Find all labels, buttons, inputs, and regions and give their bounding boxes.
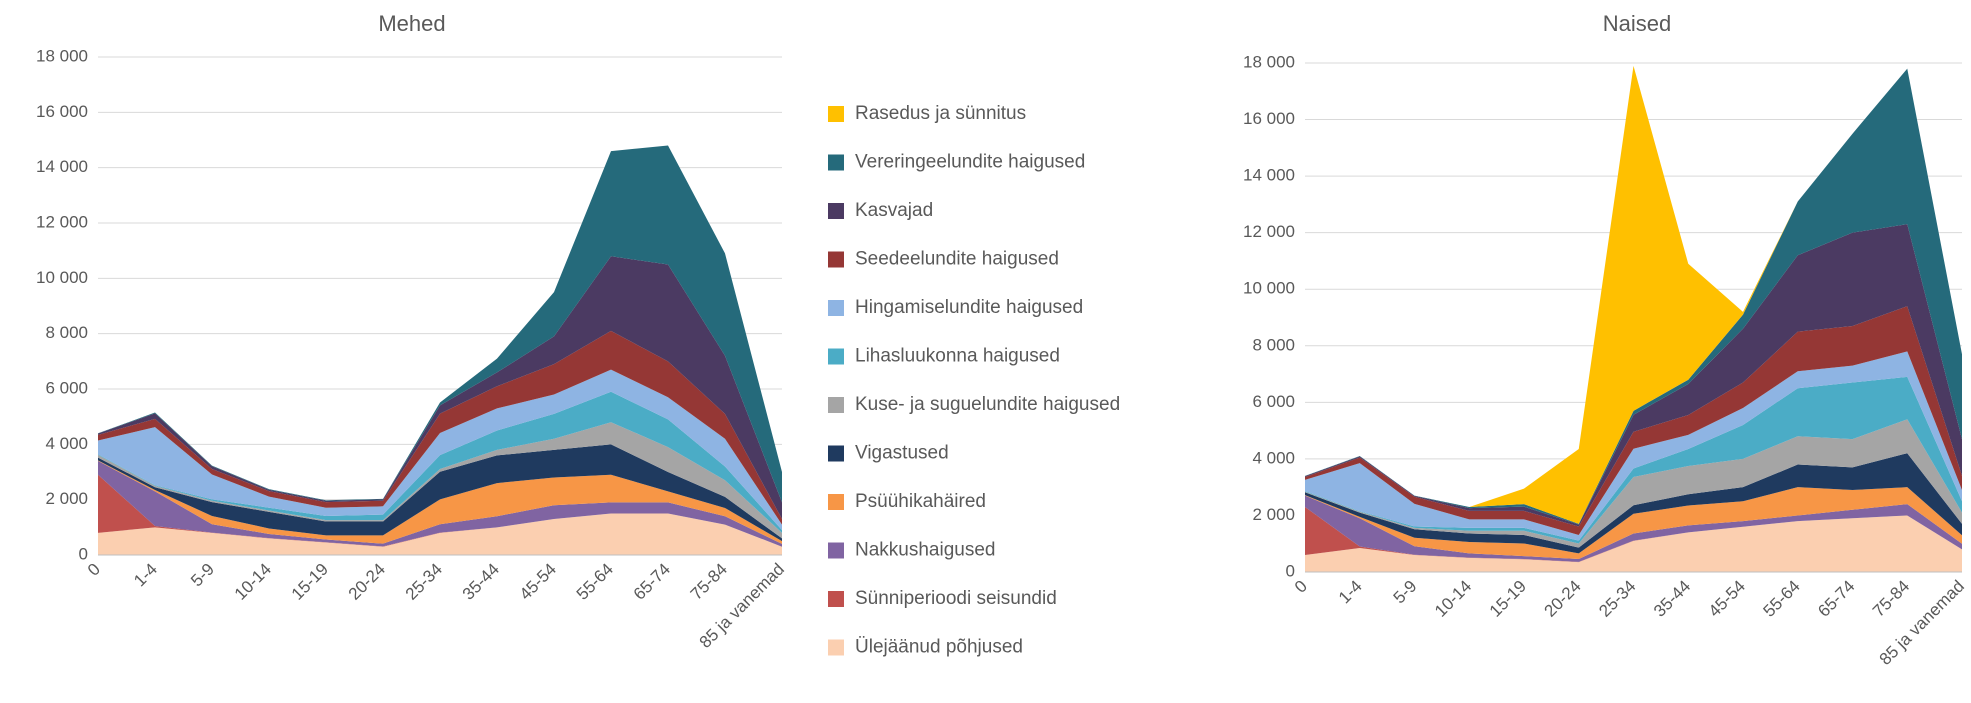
area bbox=[98, 256, 782, 520]
x-tick-label: 45-54 bbox=[516, 560, 560, 604]
x-tick-label: 0 bbox=[1291, 577, 1311, 597]
y-tick-label: 4 000 bbox=[1252, 448, 1295, 467]
area bbox=[98, 460, 782, 547]
x-tick-label: 75-84 bbox=[1869, 577, 1913, 621]
y-tick-label: 2 000 bbox=[45, 489, 88, 508]
x-tick-label: 1-4 bbox=[1335, 577, 1366, 608]
area bbox=[98, 444, 782, 542]
area bbox=[1305, 65, 1962, 524]
area bbox=[98, 369, 782, 531]
y-tick-label: 8 000 bbox=[45, 323, 88, 342]
x-tick-label: 0 bbox=[84, 560, 104, 580]
x-tick-label: 25-34 bbox=[1595, 577, 1639, 621]
y-tick-label: 0 bbox=[1286, 561, 1295, 580]
y-tick-label: 18 000 bbox=[36, 46, 88, 65]
legend-label: Kuse- ja suguelundite haigused bbox=[855, 394, 1120, 415]
area bbox=[1305, 376, 1962, 544]
legend-label: Seedeelundite haigused bbox=[855, 249, 1059, 270]
x-tick-label: 10-14 bbox=[1431, 577, 1475, 621]
legend-swatch bbox=[828, 251, 844, 268]
x-tick-label: 1-4 bbox=[130, 560, 161, 591]
y-tick-label: 16 000 bbox=[36, 102, 88, 121]
x-tick-label: 5-9 bbox=[187, 560, 218, 591]
y-tick-label: 14 000 bbox=[1243, 166, 1295, 185]
area bbox=[1305, 68, 1962, 525]
legend-label: Vigastused bbox=[855, 443, 949, 464]
legend-label: Psüühikahäired bbox=[855, 491, 986, 512]
x-tick-label: 55-64 bbox=[573, 560, 617, 604]
x-tick-label: 65-74 bbox=[1814, 577, 1858, 621]
area bbox=[98, 330, 782, 525]
y-tick-label: 6 000 bbox=[45, 378, 88, 397]
area bbox=[1305, 224, 1962, 527]
x-tick-label: 20-24 bbox=[1541, 577, 1585, 621]
y-tick-label: 8 000 bbox=[1252, 335, 1295, 354]
y-tick-label: 0 bbox=[79, 544, 88, 563]
legend-label: Kasvajad bbox=[855, 200, 933, 221]
legend-swatch bbox=[828, 591, 844, 607]
x-tick-label: 25-34 bbox=[402, 560, 446, 604]
legend-swatch bbox=[828, 154, 844, 171]
area bbox=[98, 460, 782, 544]
legend-label: Hingamiselundite haigused bbox=[855, 297, 1083, 318]
legend-label: Nakkushaigused bbox=[855, 540, 995, 561]
legend-swatch bbox=[828, 300, 844, 316]
legend-swatch bbox=[828, 445, 844, 462]
y-tick-label: 12 000 bbox=[1243, 222, 1295, 241]
area bbox=[1305, 351, 1962, 541]
legend-swatch bbox=[828, 542, 844, 559]
area bbox=[98, 145, 782, 503]
x-tick-label: 5-9 bbox=[1390, 577, 1421, 608]
x-tick-label: 35-44 bbox=[459, 560, 503, 604]
legend-label: Ülejäänud põhjused bbox=[855, 637, 1023, 658]
legend-swatch bbox=[828, 639, 844, 656]
y-tick-label: 14 000 bbox=[36, 157, 88, 176]
legend-swatch bbox=[828, 106, 844, 122]
legend-swatch bbox=[828, 397, 844, 413]
x-tick-label: 20-24 bbox=[345, 560, 389, 604]
legend-swatch bbox=[828, 203, 844, 219]
legend-label: Sünniperioodi seisundid bbox=[855, 588, 1057, 609]
legend-label: Lihasluukonna haigused bbox=[855, 346, 1060, 367]
legend-swatch bbox=[828, 494, 844, 510]
area bbox=[98, 391, 782, 533]
legend-label: Rasedus ja sünnitus bbox=[855, 103, 1026, 124]
area bbox=[1305, 419, 1962, 548]
y-tick-label: 12 000 bbox=[36, 212, 88, 231]
x-tick-label: 10-14 bbox=[231, 560, 275, 604]
legend-swatch bbox=[828, 348, 844, 365]
y-tick-label: 10 000 bbox=[1243, 279, 1295, 298]
x-tick-label: 55-64 bbox=[1760, 577, 1804, 621]
y-tick-label: 4 000 bbox=[45, 434, 88, 453]
legend-label: Vereringeelundite haigused bbox=[855, 152, 1085, 173]
area bbox=[1305, 487, 1962, 559]
area bbox=[98, 513, 782, 555]
x-tick-label: 15-19 bbox=[1486, 577, 1530, 621]
x-tick-label: 35-44 bbox=[1650, 577, 1694, 621]
area bbox=[1305, 306, 1962, 535]
area bbox=[1305, 453, 1962, 554]
y-tick-label: 2 000 bbox=[1252, 505, 1295, 524]
x-tick-label: 15-19 bbox=[288, 560, 332, 604]
y-tick-label: 10 000 bbox=[36, 268, 88, 287]
chart-title: Mehed bbox=[378, 11, 445, 36]
x-tick-label: 45-54 bbox=[1705, 577, 1749, 621]
y-tick-label: 16 000 bbox=[1243, 109, 1295, 128]
y-tick-label: 18 000 bbox=[1243, 52, 1295, 71]
x-tick-label: 75-84 bbox=[687, 560, 731, 604]
y-tick-label: 6 000 bbox=[1252, 392, 1295, 411]
chart-title: Naised bbox=[1603, 11, 1671, 36]
x-tick-label: 65-74 bbox=[630, 560, 674, 604]
